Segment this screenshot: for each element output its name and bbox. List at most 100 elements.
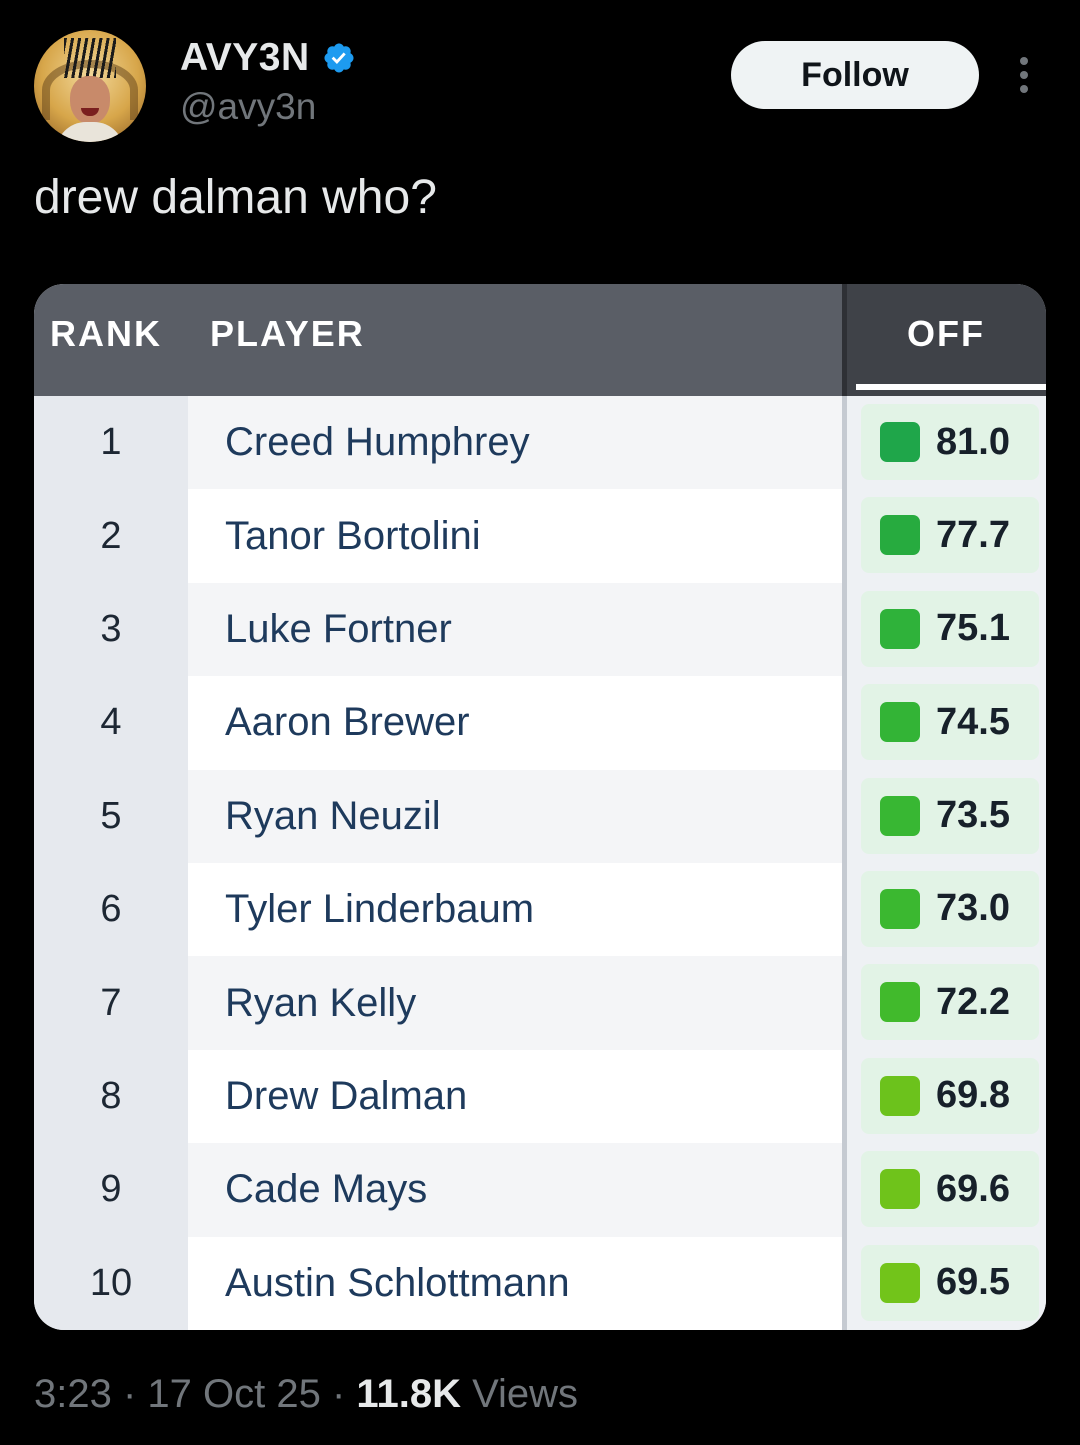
rank-cell: 6 [34, 862, 188, 957]
tweet-date[interactable]: 17 Oct 25 [147, 1372, 321, 1416]
grade-badge: 77.7 [861, 497, 1039, 574]
off-grade-cell: 72.2 [847, 956, 1046, 1050]
off-grade-cell: 75.1 [847, 582, 1046, 677]
player-name: Creed Humphrey [188, 396, 844, 490]
table-row: 6 Tyler Linderbaum 73.0 [34, 862, 1046, 957]
player-name: Luke Fortner [188, 582, 844, 677]
off-grade-value: 69.5 [936, 1261, 1010, 1304]
verified-badge-icon [324, 43, 354, 73]
author-handle[interactable]: @avy3n [180, 86, 317, 127]
grade-color-swatch [880, 702, 920, 743]
off-grade-cell: 69.5 [847, 1236, 1046, 1330]
off-grade-value: 74.5 [936, 700, 1010, 743]
table-row: 3 Luke Fortner 75.1 [34, 582, 1046, 677]
header-off-cell: OFF [846, 284, 1046, 396]
header-rank: RANK [50, 313, 162, 354]
table-row: 5 Ryan Neuzil 73.5 [34, 769, 1046, 863]
grade-color-swatch [880, 888, 920, 929]
header-off: OFF [907, 313, 985, 354]
more-vertical-icon[interactable] [1006, 52, 1042, 98]
grade-color-swatch [880, 422, 920, 462]
follow-button[interactable]: Follow [731, 41, 979, 109]
grade-badge: 72.2 [861, 964, 1039, 1041]
off-grade-cell: 69.6 [847, 1143, 1046, 1237]
avatar-face [70, 76, 110, 124]
player-name: Ryan Kelly [188, 956, 844, 1050]
grade-color-swatch [880, 608, 920, 649]
off-grade-value: 75.1 [936, 607, 1010, 650]
grade-color-swatch [880, 795, 920, 836]
off-grade-cell: 74.5 [847, 676, 1046, 770]
meta-separator: · [122, 1372, 148, 1416]
author-display-name[interactable]: AVY3N [180, 36, 356, 80]
grade-color-swatch [880, 982, 920, 1023]
off-grade-value: 81.0 [936, 420, 1010, 463]
table-row: 10 Austin Schlottmann 69.5 [34, 1236, 1046, 1330]
rank-cell: 10 [34, 1236, 188, 1330]
header-player: PLAYER [210, 313, 365, 354]
player-name: Tyler Linderbaum [188, 862, 844, 957]
off-grade-cell: 81.0 [847, 396, 1046, 490]
grade-badge: 74.5 [861, 684, 1039, 761]
tweet-meta: 3:23 · 17 Oct 25 · 11.8K Views [34, 1372, 578, 1417]
player-name: Austin Schlottmann [188, 1236, 844, 1330]
player-name: Tanor Bortolini [188, 489, 844, 583]
grade-badge: 69.5 [861, 1244, 1039, 1321]
off-grade-cell: 77.7 [847, 489, 1046, 583]
more-dot [1020, 57, 1028, 65]
table-row: 1 Creed Humphrey 81.0 [34, 396, 1046, 490]
off-grade-cell: 73.5 [847, 769, 1046, 863]
table-body: 1 Creed Humphrey 81.0 2 Tanor Bortolini 77.7 3… [34, 396, 1046, 1330]
tweet-text: drew dalman who? [34, 171, 437, 224]
grade-color-swatch [880, 1262, 920, 1303]
grade-color-swatch [880, 1169, 920, 1210]
off-grade-cell: 69.8 [847, 1049, 1046, 1144]
off-grade-value: 69.6 [936, 1167, 1010, 1210]
player-name: Drew Dalman [188, 1049, 844, 1144]
grade-badge: 73.0 [861, 870, 1039, 947]
views-label: Views [472, 1372, 579, 1416]
rank-cell: 4 [34, 676, 188, 770]
tweet-time[interactable]: 3:23 [34, 1372, 112, 1416]
grade-badge: 81.0 [861, 404, 1039, 480]
avatar-hair [64, 38, 116, 78]
off-grade-value: 73.0 [936, 887, 1010, 930]
grade-badge: 69.8 [861, 1057, 1039, 1134]
column-divider-body [842, 396, 847, 1330]
table-row: 4 Aaron Brewer 74.5 [34, 676, 1046, 770]
table-row: 8 Drew Dalman 69.8 [34, 1049, 1046, 1144]
more-dot [1020, 71, 1028, 79]
off-grade-value: 69.8 [936, 1074, 1010, 1117]
grade-color-swatch [880, 515, 920, 556]
rank-cell: 5 [34, 769, 188, 863]
off-grade-value: 73.5 [936, 794, 1010, 837]
more-dot [1020, 85, 1028, 93]
rank-cell: 8 [34, 1049, 188, 1144]
player-name: Aaron Brewer [188, 676, 844, 770]
rank-cell: 1 [34, 396, 188, 490]
author-avatar[interactable] [34, 30, 146, 142]
avatar-shirt [56, 122, 124, 142]
views-count: 11.8K [356, 1372, 461, 1416]
player-name: Cade Mays [188, 1143, 844, 1237]
grade-badge: 69.6 [861, 1151, 1039, 1228]
off-grade-value: 72.2 [936, 980, 1010, 1023]
grade-color-swatch [880, 1075, 920, 1116]
off-grade-value: 77.7 [936, 513, 1010, 556]
meta-separator: · [331, 1372, 357, 1416]
rank-cell: 3 [34, 582, 188, 677]
ranking-table-image[interactable]: RANK PLAYER OFF 1 Creed Humphrey 81.0 2 Tano… [34, 284, 1046, 1330]
table-header: RANK PLAYER OFF [34, 284, 1046, 396]
off-grade-cell: 73.0 [847, 862, 1046, 957]
header-off-underline [856, 384, 1046, 390]
rank-cell: 2 [34, 489, 188, 583]
rank-cell: 9 [34, 1143, 188, 1237]
grade-badge: 75.1 [861, 590, 1039, 667]
display-name-text[interactable]: AVY3N [180, 36, 310, 79]
grade-badge: 73.5 [861, 777, 1039, 854]
table-row: 9 Cade Mays 69.6 [34, 1143, 1046, 1237]
avatar-mouth [81, 108, 99, 116]
table-row: 7 Ryan Kelly 72.2 [34, 956, 1046, 1050]
player-name: Ryan Neuzil [188, 769, 844, 863]
table-row: 2 Tanor Bortolini 77.7 [34, 489, 1046, 583]
